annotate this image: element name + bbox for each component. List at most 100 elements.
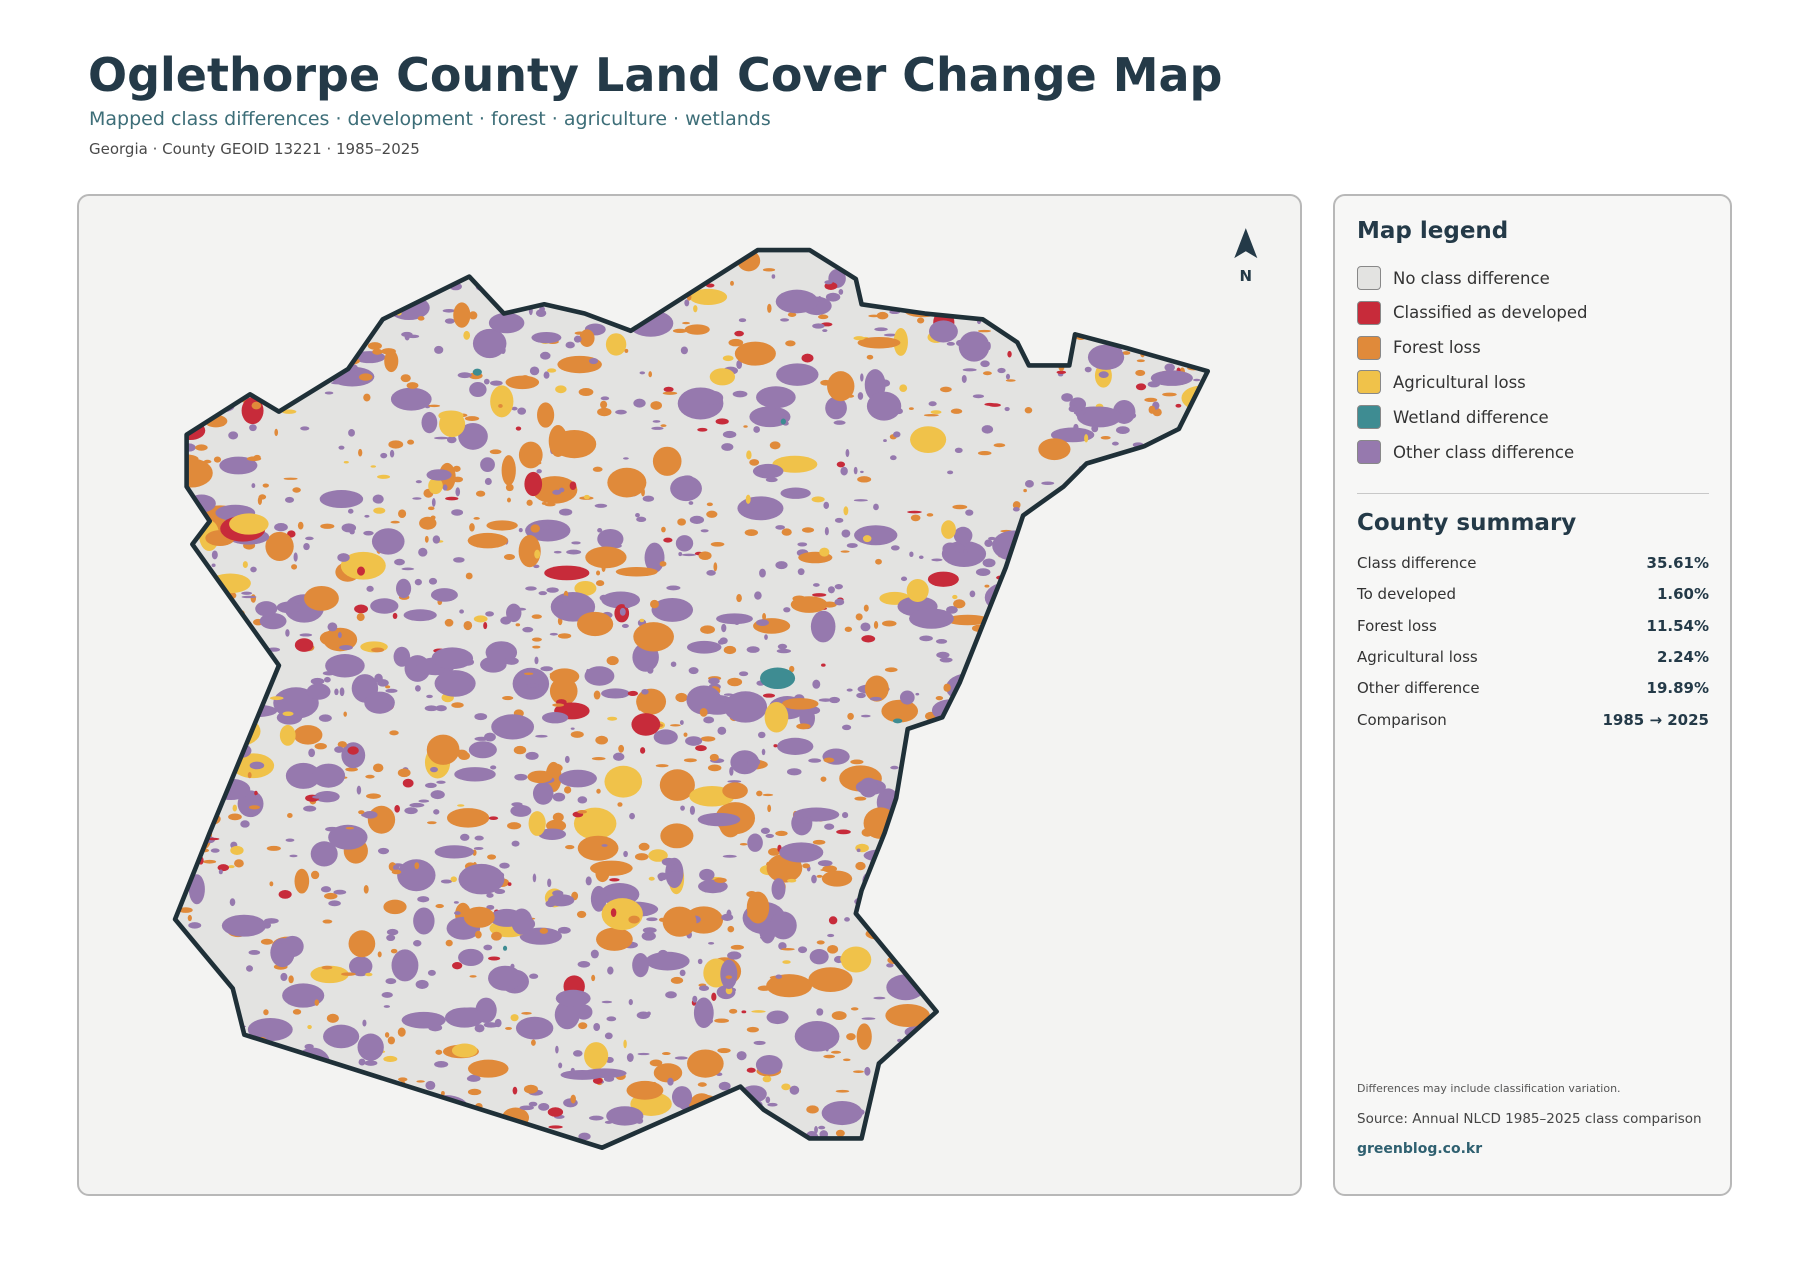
change-patch [1186, 783, 1200, 792]
change-patch [304, 585, 339, 611]
change-patch [1210, 876, 1216, 885]
change-patch [1158, 468, 1173, 477]
change-patch [997, 367, 1006, 374]
change-patch [1122, 462, 1137, 466]
legend-swatch [1357, 370, 1381, 395]
change-patch [547, 368, 557, 373]
change-patch [206, 837, 220, 841]
change-patch [1084, 1048, 1091, 1055]
change-patch [695, 745, 707, 752]
change-patch [984, 402, 996, 406]
change-patch [1006, 977, 1015, 987]
change-patch [341, 742, 366, 769]
change-patch [291, 564, 298, 570]
change-patch [577, 835, 619, 861]
change-patch [565, 694, 575, 701]
legend-swatch [1357, 300, 1381, 325]
change-patch [438, 410, 464, 421]
change-patch [1068, 405, 1078, 413]
change-patch [952, 286, 958, 293]
change-patch [571, 541, 581, 545]
change-patch [531, 614, 542, 619]
change-patch [1013, 1133, 1026, 1142]
change-patch [293, 1126, 303, 1136]
change-patch [247, 1018, 293, 1042]
change-patch [624, 602, 632, 609]
change-patch [1157, 997, 1172, 1019]
change-patch [293, 725, 323, 745]
change-patch [692, 995, 698, 1003]
change-patch [628, 310, 674, 337]
change-patch [187, 914, 192, 922]
legend-item: No class difference [1357, 265, 1550, 291]
change-patch [324, 676, 331, 683]
change-patch [908, 1047, 915, 1050]
change-patch [683, 732, 688, 737]
map: N [172, 228, 1258, 1151]
change-patch [473, 517, 480, 520]
change-patch [564, 786, 572, 794]
change-patch [723, 691, 768, 723]
change-patch [1114, 1086, 1119, 1095]
change-patch [715, 1115, 736, 1136]
change-patch [395, 578, 412, 599]
change-patch [922, 284, 927, 290]
change-patch [372, 348, 383, 355]
change-patch [333, 889, 347, 895]
change-patch [685, 736, 703, 746]
change-patch [540, 351, 551, 360]
change-patch [501, 455, 516, 486]
change-patch [337, 553, 350, 562]
change-patch [444, 318, 455, 324]
change-patch [1016, 681, 1023, 689]
change-patch [970, 934, 992, 952]
change-patch [1035, 1038, 1044, 1048]
change-patch [749, 406, 791, 428]
change-patch [1144, 1111, 1165, 1133]
change-patch [992, 828, 1007, 836]
change-patch [737, 496, 784, 521]
meta: Georgia · County GEOID 13221 · 1985–2025 [89, 140, 420, 158]
change-patch [953, 526, 973, 545]
change-patch [639, 371, 646, 375]
change-patch [323, 1077, 337, 1087]
change-patch [175, 977, 212, 988]
change-patch [627, 690, 639, 697]
change-patch [446, 436, 457, 444]
change-patch [751, 1010, 766, 1013]
change-patch [853, 499, 868, 502]
change-patch [1148, 405, 1156, 414]
change-patch [714, 1018, 730, 1023]
change-patch [693, 305, 698, 313]
change-patch [312, 1132, 320, 1140]
change-patch [191, 769, 196, 774]
change-patch [467, 532, 508, 549]
change-patch [1144, 271, 1163, 285]
change-patch [924, 736, 930, 744]
change-patch [572, 1050, 583, 1057]
change-patch [324, 391, 334, 395]
change-patch [796, 723, 811, 730]
change-patch [435, 1049, 443, 1055]
change-patch [1050, 970, 1066, 980]
change-patch [1188, 750, 1202, 756]
change-patch [584, 666, 615, 686]
change-patch [307, 1024, 312, 1030]
change-patch [1127, 866, 1140, 870]
summary-label: Class difference [1357, 554, 1477, 572]
change-patch [1127, 1094, 1140, 1104]
change-patch [1095, 506, 1112, 531]
change-patch [440, 1090, 445, 1096]
change-patch [857, 476, 872, 483]
change-patch [636, 688, 667, 715]
change-patch [413, 940, 422, 947]
change-patch [510, 963, 515, 969]
change-patch [662, 906, 697, 937]
change-patch [1192, 554, 1205, 558]
change-patch [1206, 930, 1208, 935]
change-patch [617, 1142, 625, 1148]
change-patch [403, 609, 437, 622]
change-patch [377, 474, 391, 479]
change-patch [1162, 392, 1177, 397]
change-patch [220, 681, 228, 687]
